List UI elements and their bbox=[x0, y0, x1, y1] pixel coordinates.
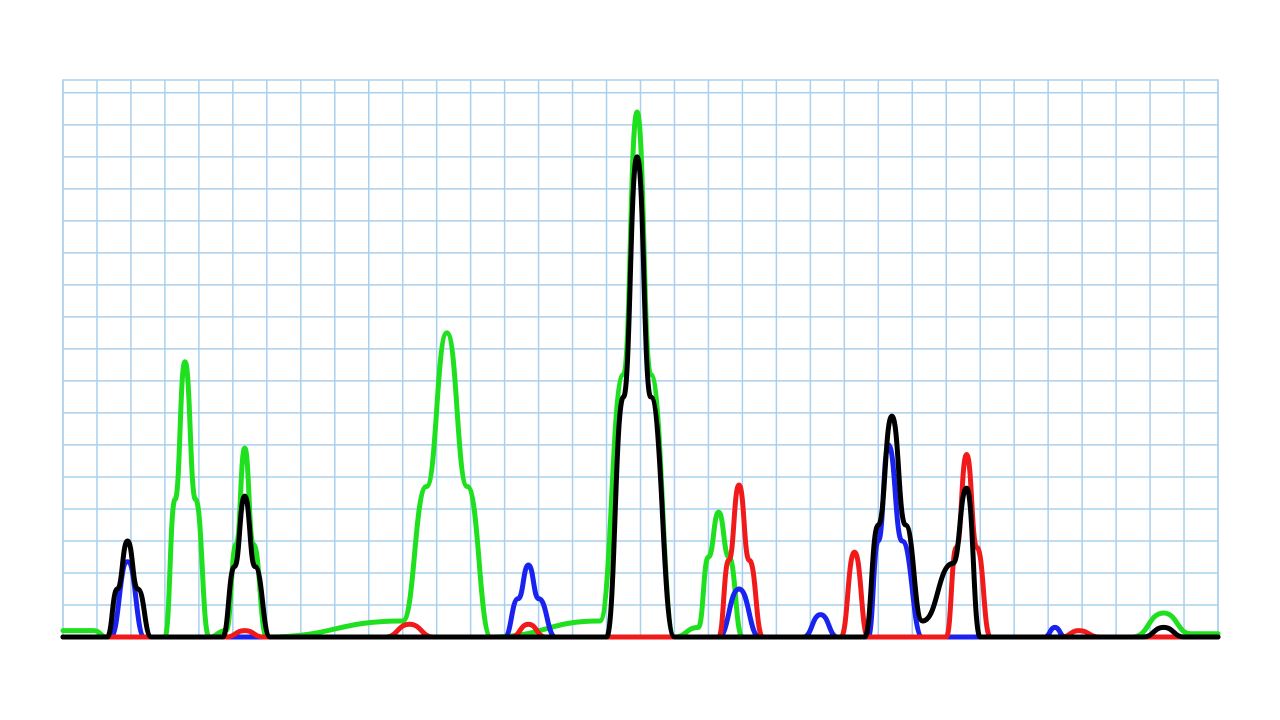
series-line bbox=[60, 109, 1221, 640]
series-line bbox=[60, 154, 1221, 640]
